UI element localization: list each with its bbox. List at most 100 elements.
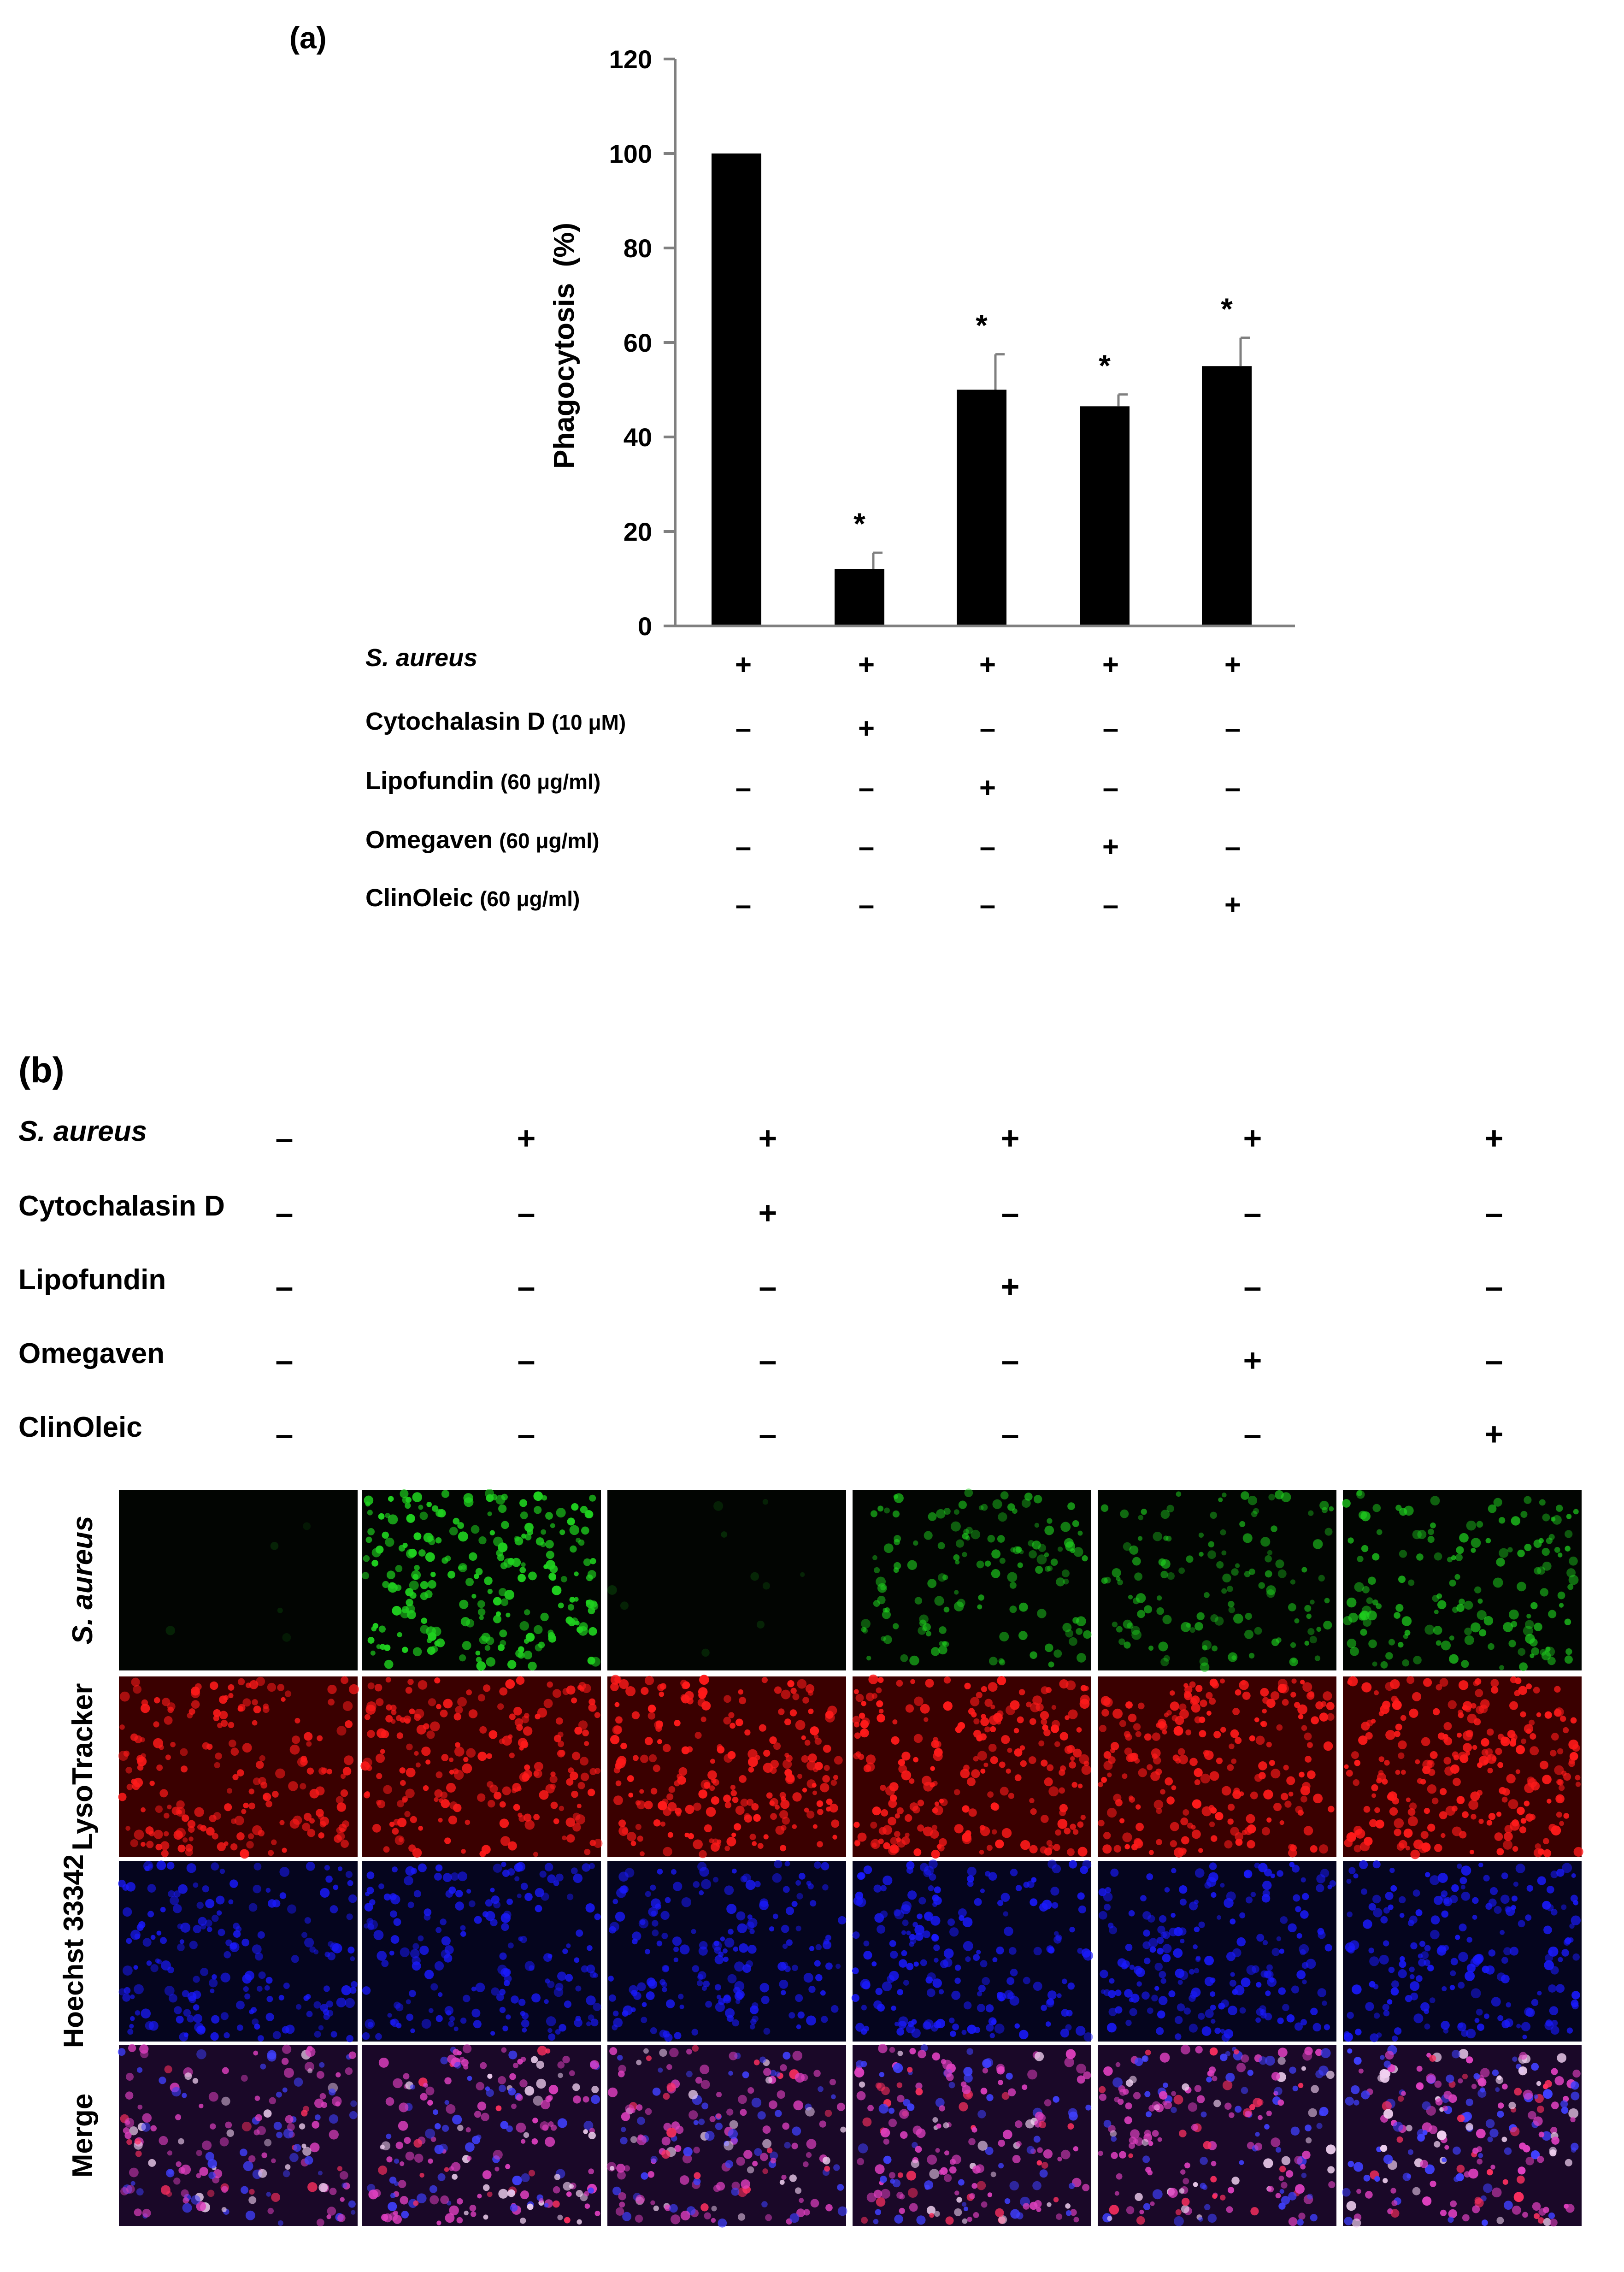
cell bbox=[986, 2094, 994, 2101]
cell bbox=[389, 1950, 394, 1956]
cell bbox=[464, 2210, 469, 2216]
cell bbox=[973, 1718, 980, 1725]
cell bbox=[902, 1919, 909, 1926]
cell bbox=[1144, 1733, 1152, 1741]
cell bbox=[953, 1601, 964, 1611]
cell bbox=[1098, 1819, 1105, 1827]
cell bbox=[217, 1723, 223, 1729]
cell bbox=[182, 1837, 188, 1843]
cell bbox=[888, 2172, 896, 2179]
cell bbox=[1083, 1760, 1089, 1766]
cell bbox=[610, 2166, 615, 2171]
cell bbox=[1361, 1545, 1369, 1552]
cell bbox=[268, 1850, 274, 1856]
cell bbox=[459, 1654, 466, 1662]
cell bbox=[367, 1682, 375, 1690]
cell bbox=[1545, 1646, 1555, 1657]
cell bbox=[991, 1569, 1000, 1578]
cell bbox=[633, 1755, 639, 1761]
cell bbox=[682, 2154, 692, 2164]
cell bbox=[1025, 2119, 1035, 2129]
cell bbox=[1166, 1505, 1174, 1513]
cell bbox=[1436, 1640, 1442, 1646]
cell bbox=[989, 2033, 995, 2038]
cell bbox=[1010, 2209, 1020, 2219]
cell bbox=[1065, 1680, 1076, 1691]
cell bbox=[397, 1632, 402, 1638]
cell bbox=[1158, 1996, 1168, 2005]
cell bbox=[1139, 2209, 1144, 2214]
cell bbox=[883, 1635, 892, 1644]
cell bbox=[1491, 1686, 1499, 1694]
cell bbox=[1348, 1832, 1356, 1840]
cell bbox=[390, 2018, 399, 2027]
cell bbox=[954, 1789, 960, 1795]
cell bbox=[1047, 1990, 1057, 2000]
cell bbox=[574, 1571, 579, 1576]
cell bbox=[1065, 2024, 1072, 2031]
cell bbox=[1518, 1686, 1527, 1695]
cell bbox=[1478, 1818, 1484, 1824]
cell bbox=[792, 1792, 802, 1802]
cell bbox=[929, 2169, 940, 2179]
cell bbox=[569, 2070, 575, 2076]
cell bbox=[1170, 1701, 1179, 1711]
cell bbox=[1407, 1808, 1416, 1816]
cell bbox=[1395, 1770, 1400, 1775]
cell bbox=[1477, 2159, 1483, 2165]
cell bbox=[1264, 2124, 1270, 2130]
cell bbox=[1371, 1793, 1377, 1798]
cell bbox=[1045, 2021, 1051, 2027]
cell bbox=[1398, 1576, 1406, 1583]
cell bbox=[318, 1832, 324, 1839]
cell bbox=[674, 2032, 682, 2040]
cell bbox=[1293, 1894, 1300, 1902]
cell bbox=[1363, 1806, 1371, 1813]
condition-mark: – bbox=[276, 1342, 294, 1378]
condition-mark: – bbox=[276, 1120, 294, 1156]
cell bbox=[1064, 1828, 1071, 1835]
cell bbox=[1563, 1727, 1569, 1734]
cell bbox=[954, 1590, 959, 1595]
cell bbox=[1129, 1545, 1139, 1555]
cell bbox=[126, 1783, 133, 1790]
cell bbox=[1307, 2194, 1313, 2200]
cell bbox=[389, 1910, 397, 1918]
cell bbox=[400, 2196, 409, 2205]
cell bbox=[1472, 1915, 1477, 1920]
cell bbox=[475, 1983, 485, 1993]
cell bbox=[1399, 1960, 1406, 1968]
cell bbox=[781, 1990, 786, 1995]
cell bbox=[1258, 1761, 1267, 1770]
cell bbox=[722, 1948, 728, 1953]
cell bbox=[1501, 1796, 1508, 1803]
cell bbox=[345, 2067, 353, 2075]
cell bbox=[1023, 2203, 1030, 2210]
cell bbox=[1436, 1946, 1447, 1956]
cell bbox=[205, 1899, 215, 1908]
cell bbox=[692, 2045, 699, 2052]
cell bbox=[1529, 1814, 1536, 1820]
condition-mark: + bbox=[1485, 1120, 1504, 1156]
cell bbox=[1265, 1555, 1272, 1563]
row-label: Merge bbox=[67, 2094, 99, 2178]
cell bbox=[181, 2189, 189, 2197]
cell bbox=[236, 2001, 245, 2010]
cell bbox=[938, 1573, 947, 1582]
cell bbox=[1271, 2137, 1281, 2148]
cell bbox=[1419, 1941, 1426, 1947]
cell bbox=[477, 1752, 487, 1761]
cell bbox=[1416, 2065, 1423, 2072]
cell bbox=[738, 2095, 747, 2104]
cell bbox=[1128, 2153, 1133, 2158]
cell bbox=[737, 2187, 747, 2197]
cell bbox=[397, 1818, 407, 1827]
cell bbox=[1068, 2108, 1077, 2118]
cell bbox=[1406, 2124, 1412, 2131]
cell bbox=[418, 1680, 428, 1690]
cell bbox=[519, 2079, 528, 2088]
cell bbox=[854, 1839, 861, 1846]
cell bbox=[1133, 2138, 1139, 2144]
cell bbox=[427, 2100, 433, 2106]
cell bbox=[1462, 1811, 1469, 1818]
